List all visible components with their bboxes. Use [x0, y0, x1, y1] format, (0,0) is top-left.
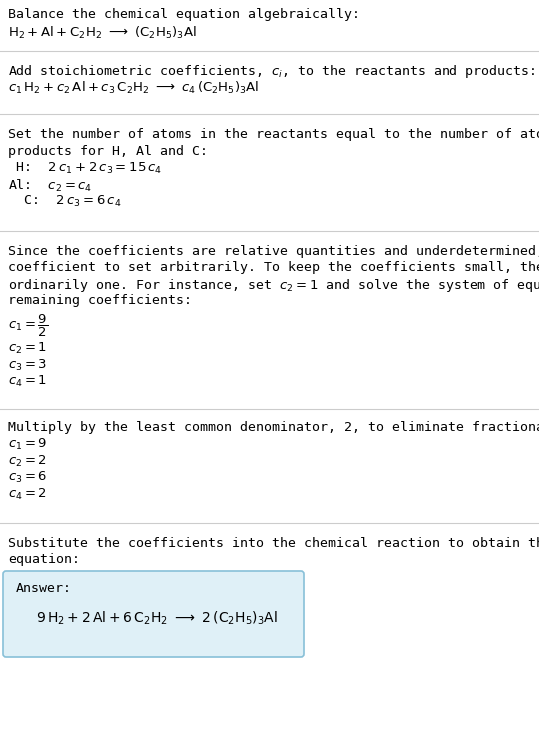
Text: Substitute the coefficients into the chemical reaction to obtain the balanced: Substitute the coefficients into the che… [8, 537, 539, 550]
Text: ordinarily one. For instance, set $c_2 = 1$ and solve the system of equations fo: ordinarily one. For instance, set $c_2 =… [8, 277, 539, 295]
Text: Multiply by the least common denominator, 2, to eliminate fractional coefficient: Multiply by the least common denominator… [8, 420, 539, 433]
Text: $c_4 = 1$: $c_4 = 1$ [8, 374, 47, 389]
Text: $\mathrm{H_2 + Al + C_2H_2\ \longrightarrow\ (C_2H_5)_3Al}$: $\mathrm{H_2 + Al + C_2H_2\ \longrightar… [8, 25, 197, 41]
Text: C:  $2\,c_3 = 6\,c_4$: C: $2\,c_3 = 6\,c_4$ [8, 194, 121, 209]
FancyBboxPatch shape [3, 571, 304, 657]
Text: coefficient to set arbitrarily. To keep the coefficients small, the arbitrary va: coefficient to set arbitrarily. To keep … [8, 261, 539, 274]
Text: Answer:: Answer: [16, 582, 72, 595]
Text: Al:  $c_2 = c_4$: Al: $c_2 = c_4$ [8, 177, 92, 193]
Text: Since the coefficients are relative quantities and underdetermined, choose a: Since the coefficients are relative quan… [8, 244, 539, 257]
Text: $c_1\,\mathrm{H_2} + c_2\,\mathrm{Al} + c_3\,\mathrm{C_2H_2}\ \longrightarrow\ c: $c_1\,\mathrm{H_2} + c_2\,\mathrm{Al} + … [8, 80, 259, 96]
Text: products for H, Al and C:: products for H, Al and C: [8, 144, 208, 157]
Text: $c_2 = 2$: $c_2 = 2$ [8, 453, 47, 468]
Text: equation:: equation: [8, 553, 80, 566]
Text: $c_1 = 9$: $c_1 = 9$ [8, 437, 47, 452]
Text: $c_4 = 2$: $c_4 = 2$ [8, 487, 47, 502]
Text: $9\,\mathrm{H_2} + 2\,\mathrm{Al} + 6\,\mathrm{C_2H_2}\ \longrightarrow\ 2\,\mat: $9\,\mathrm{H_2} + 2\,\mathrm{Al} + 6\,\… [36, 610, 278, 627]
Text: H:  $2\,c_1 + 2\,c_3 = 15\,c_4$: H: $2\,c_1 + 2\,c_3 = 15\,c_4$ [8, 161, 162, 176]
Text: remaining coefficients:: remaining coefficients: [8, 294, 192, 307]
Text: $c_3 = 6$: $c_3 = 6$ [8, 470, 47, 485]
Text: $c_2 = 1$: $c_2 = 1$ [8, 341, 47, 356]
Text: Balance the chemical equation algebraically:: Balance the chemical equation algebraica… [8, 8, 360, 21]
Text: Add stoichiometric coefficients, $c_i$, to the reactants and products:: Add stoichiometric coefficients, $c_i$, … [8, 63, 536, 80]
Text: Set the number of atoms in the reactants equal to the number of atoms in the: Set the number of atoms in the reactants… [8, 128, 539, 141]
Text: $c_1 = \dfrac{9}{2}$: $c_1 = \dfrac{9}{2}$ [8, 313, 48, 338]
Text: $c_3 = 3$: $c_3 = 3$ [8, 357, 47, 372]
